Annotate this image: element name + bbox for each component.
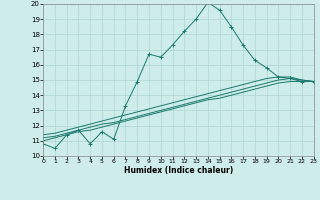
X-axis label: Humidex (Indice chaleur): Humidex (Indice chaleur) <box>124 166 233 175</box>
